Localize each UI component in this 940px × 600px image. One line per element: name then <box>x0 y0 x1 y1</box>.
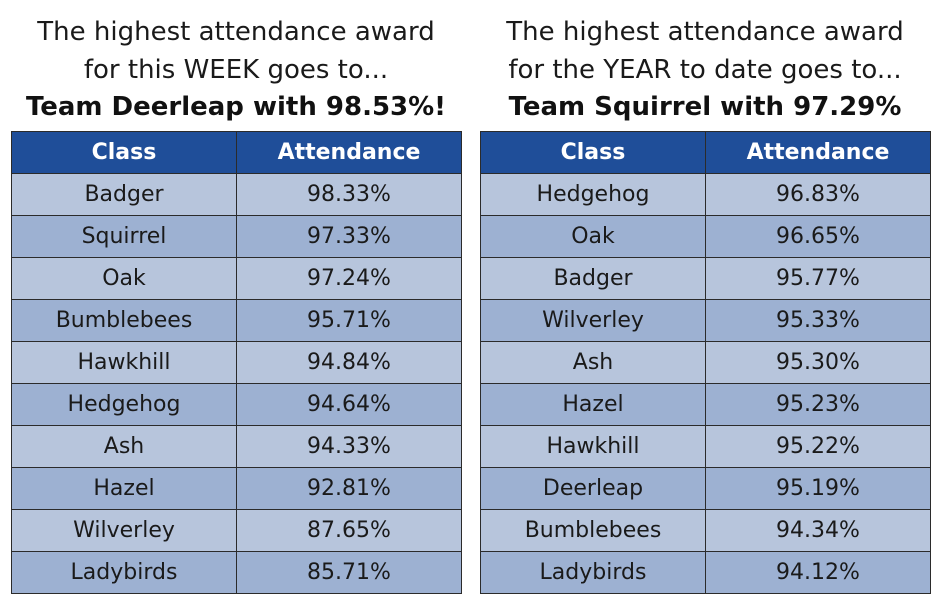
class-cell: Ladybirds <box>11 551 237 594</box>
class-cell: Squirrel <box>11 215 237 258</box>
table-row: Hazel 92.81% <box>11 467 462 510</box>
attendance-cell: 98.33% <box>236 173 462 216</box>
yearly-heading-line2: for the YEAR to date goes to... <box>508 55 902 85</box>
table-row: Wilverley 95.33% <box>480 299 931 342</box>
yearly-award-heading: The highest attendance award for the YEA… <box>480 13 930 125</box>
table-header-row: Class Attendance <box>11 131 462 174</box>
attendance-cell: 94.64% <box>236 383 462 426</box>
weekly-award-heading: The highest attendance award for this WE… <box>11 13 461 125</box>
weekly-attendance-table: Class Attendance Badger 98.33% Squirrel … <box>11 131 462 594</box>
table-row: Hedgehog 94.64% <box>11 383 462 426</box>
column-header-attendance: Attendance <box>705 131 931 174</box>
yearly-award-panel: The highest attendance award for the YEA… <box>480 0 931 594</box>
table-row: Ladybirds 85.71% <box>11 551 462 594</box>
attendance-cell: 95.77% <box>705 257 931 300</box>
class-cell: Ash <box>480 341 706 384</box>
weekly-heading-line2: for this WEEK goes to... <box>83 55 389 85</box>
attendance-cell: 94.33% <box>236 425 462 468</box>
yearly-heading-line1: The highest attendance award <box>506 17 904 47</box>
table-row: Badger 95.77% <box>480 257 931 300</box>
class-cell: Ash <box>11 425 237 468</box>
table-row: Ash 94.33% <box>11 425 462 468</box>
class-cell: Badger <box>11 173 237 216</box>
column-header-class: Class <box>480 131 706 174</box>
class-cell: Badger <box>480 257 706 300</box>
class-cell: Bumblebees <box>11 299 237 342</box>
attendance-cell: 95.30% <box>705 341 931 384</box>
table-row: Oak 97.24% <box>11 257 462 300</box>
class-cell: Wilverley <box>480 299 706 342</box>
class-cell: Bumblebees <box>480 509 706 552</box>
table-row: Bumblebees 94.34% <box>480 509 931 552</box>
table-row: Hawkhill 94.84% <box>11 341 462 384</box>
attendance-cell: 95.23% <box>705 383 931 426</box>
weekly-heading-line1: The highest attendance award <box>37 17 435 47</box>
table-row: Hazel 95.23% <box>480 383 931 426</box>
class-cell: Hawkhill <box>11 341 237 384</box>
column-header-attendance: Attendance <box>236 131 462 174</box>
attendance-cell: 95.22% <box>705 425 931 468</box>
class-cell: Deerleap <box>480 467 706 510</box>
class-cell: Hedgehog <box>480 173 706 216</box>
class-cell: Oak <box>11 257 237 300</box>
attendance-cell: 95.19% <box>705 467 931 510</box>
attendance-cell: 87.65% <box>236 509 462 552</box>
table-row: Badger 98.33% <box>11 173 462 216</box>
attendance-cell: 97.33% <box>236 215 462 258</box>
class-cell: Oak <box>480 215 706 258</box>
table-row: Deerleap 95.19% <box>480 467 931 510</box>
table-row: Hawkhill 95.22% <box>480 425 931 468</box>
table-row: Wilverley 87.65% <box>11 509 462 552</box>
table-row: Hedgehog 96.83% <box>480 173 931 216</box>
attendance-cell: 94.34% <box>705 509 931 552</box>
class-cell: Hazel <box>480 383 706 426</box>
weekly-winner: Team Deerleap with 98.53%! <box>25 92 447 122</box>
attendance-cell: 96.65% <box>705 215 931 258</box>
class-cell: Hedgehog <box>11 383 237 426</box>
attendance-cell: 95.33% <box>705 299 931 342</box>
attendance-cell: 92.81% <box>236 467 462 510</box>
class-cell: Ladybirds <box>480 551 706 594</box>
attendance-cell: 96.83% <box>705 173 931 216</box>
table-row: Oak 96.65% <box>480 215 931 258</box>
attendance-cell: 95.71% <box>236 299 462 342</box>
attendance-cell: 85.71% <box>236 551 462 594</box>
class-cell: Hazel <box>11 467 237 510</box>
class-cell: Hawkhill <box>480 425 706 468</box>
yearly-winner: Team Squirrel with 97.29% <box>508 92 902 122</box>
column-header-class: Class <box>11 131 237 174</box>
table-row: Ladybirds 94.12% <box>480 551 931 594</box>
yearly-attendance-table: Class Attendance Hedgehog 96.83% Oak 96.… <box>480 131 931 594</box>
table-row: Bumblebees 95.71% <box>11 299 462 342</box>
table-row: Ash 95.30% <box>480 341 931 384</box>
class-cell: Wilverley <box>11 509 237 552</box>
attendance-cell: 94.12% <box>705 551 931 594</box>
table-row: Squirrel 97.33% <box>11 215 462 258</box>
attendance-cell: 97.24% <box>236 257 462 300</box>
attendance-cell: 94.84% <box>236 341 462 384</box>
weekly-award-panel: The highest attendance award for this WE… <box>11 0 462 594</box>
table-header-row: Class Attendance <box>480 131 931 174</box>
